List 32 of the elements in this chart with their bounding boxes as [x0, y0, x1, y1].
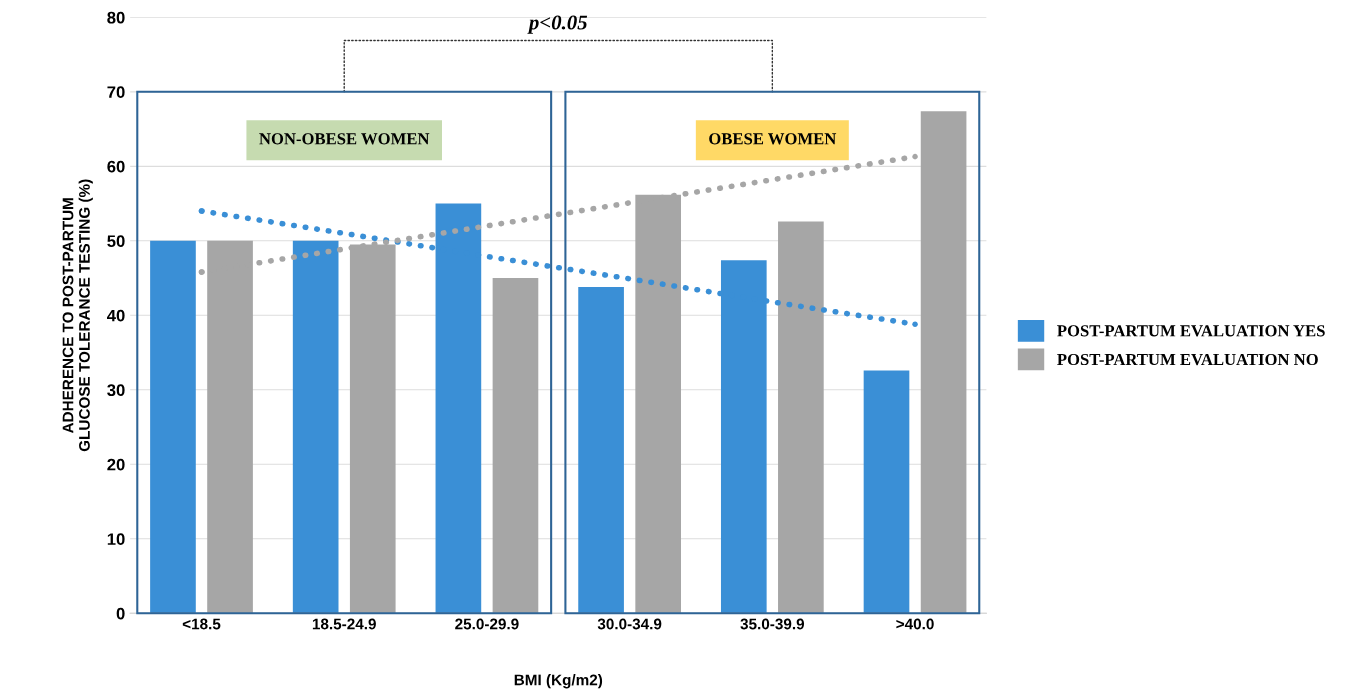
annotation: NON-OBESE WOMEN [259, 133, 430, 145]
y-tick-label: 50 [107, 235, 125, 248]
y-tick-label: 30 [107, 384, 125, 397]
point [198, 208, 205, 214]
y-tick-label: 40 [107, 309, 125, 322]
x-tick-label: 25.0-29.9 [455, 618, 519, 630]
bar [863, 370, 910, 614]
annotation: p<0.05 [527, 15, 588, 34]
x-tick-label: >40.0 [896, 618, 934, 630]
x-tick-label: 18.5-24.9 [312, 618, 376, 630]
point [912, 153, 918, 160]
bar [150, 240, 196, 614]
x-axis-title: BMI (Kg/m2) [514, 674, 603, 689]
y-tick-label: 70 [107, 86, 125, 99]
bar [778, 221, 824, 614]
legend-label: POST-PARTUM EVALUATION YES [1057, 325, 1325, 337]
x-tick-label: 30.0-34.9 [597, 618, 662, 630]
legend-label: POST-PARTUM EVALUATION NO [1057, 353, 1318, 366]
x-tick-label: <18.5 [182, 618, 221, 630]
bar [492, 278, 539, 614]
y-tick-label: 80 [107, 11, 125, 24]
y-tick-label: 10 [107, 533, 125, 546]
y-tick-label: 0 [116, 607, 125, 620]
point [912, 321, 918, 328]
y-tick-label: 60 [107, 160, 125, 173]
bar [578, 287, 624, 614]
x-tick-label: 35.0-39.9 [740, 618, 805, 630]
bar [920, 111, 967, 614]
annotation: OBESE WOMEN [709, 133, 837, 145]
bar [292, 240, 339, 614]
y-axis-title: ADHERENCE TO POST-PARTUM GLUCOSE TOLERANCE TESTING (%) [62, 179, 93, 452]
y-tick-label: 20 [107, 458, 125, 471]
